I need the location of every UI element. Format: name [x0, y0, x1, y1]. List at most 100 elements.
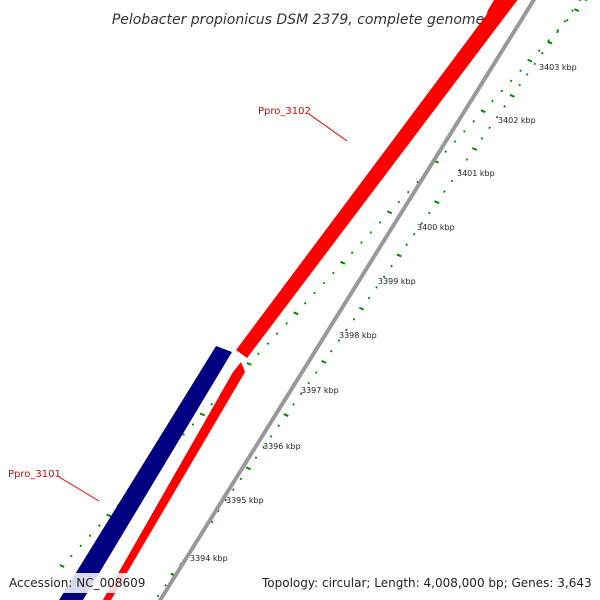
gene-label-leader-ppro-3101	[58, 476, 100, 502]
outer-minor-tick	[88, 534, 92, 537]
scale-minor-tick	[315, 371, 318, 374]
outer-major-tick	[246, 361, 252, 366]
map-title: Pelobacter propionicus DSM 2379, complet…	[112, 12, 484, 28]
scale-label: 3403 kbp	[539, 63, 577, 72]
outer-minor-tick	[304, 301, 307, 305]
scale-label-group: 3394 kbp 3395 kbp 3396 kbp 3397 kbp 3398 kbp…	[190, 63, 577, 563]
outer-minor-tick	[332, 271, 335, 275]
outer-major-tick	[293, 311, 299, 316]
scale-minor-tick	[443, 190, 446, 193]
scale-minor-tick	[465, 158, 469, 161]
scale-label: 3395 kbp	[226, 496, 264, 505]
scale-major-tick	[396, 253, 402, 258]
gene-label-leader-ppro-3102	[308, 113, 348, 142]
scale-minor-tick	[503, 105, 506, 108]
scale-minor-tick	[420, 222, 423, 225]
summary-background	[258, 573, 596, 593]
scale-minor-tick	[526, 73, 529, 76]
outer-minor-tick	[472, 120, 475, 123]
scale-minor-tick	[224, 498, 228, 502]
scale-minor-tick	[480, 137, 484, 140]
outer-minor-tick	[444, 150, 447, 153]
scale-minor-tick	[412, 232, 416, 236]
gene-ppro-3102[interactable]	[236, 0, 525, 358]
accession-text: Accession: NC_008609	[9, 576, 145, 590]
scale-minor-tick	[292, 403, 295, 406]
scale-minor-tick	[450, 179, 454, 183]
scale-label: 3394 kbp	[190, 554, 228, 563]
scale-minor-tick	[337, 339, 341, 342]
outer-minor-tick	[566, 18, 569, 22]
scale-minor-tick	[428, 211, 431, 215]
outer-minor-tick	[360, 241, 363, 244]
gene-label-ppro-3102[interactable]: Ppro_3102	[258, 106, 311, 117]
scale-minor-tick	[269, 435, 273, 438]
gene-ppro-3102-arrowhead[interactable]	[483, 0, 525, 25]
outer-minor-tick	[275, 332, 279, 335]
outer-major-tick	[106, 513, 112, 518]
outer-minor-tick	[397, 200, 401, 204]
scale-minor-tick	[382, 275, 386, 278]
outer-minor-tick	[378, 221, 382, 224]
scale-minor-tick	[495, 115, 499, 119]
scale-minor-tick	[345, 328, 348, 332]
scale-minor-tick	[533, 62, 537, 66]
scale-minor-tick	[571, 9, 574, 12]
outer-minor-tick	[519, 69, 522, 73]
outer-minor-tick	[257, 352, 260, 356]
outer-minor-tick	[463, 130, 466, 133]
outer-minor-tick	[509, 79, 513, 83]
outer-minor-tick	[182, 433, 185, 436]
scale-minor-tick	[277, 424, 280, 427]
genome-backbone	[157, 0, 537, 600]
outer-minor-tick	[70, 554, 73, 558]
scale-minor-tick	[239, 477, 243, 481]
scale-minor-tick	[156, 594, 160, 598]
scale-minor-tick	[254, 456, 258, 459]
scale-tick-ring	[156, 0, 581, 598]
outer-minor-tick	[500, 89, 504, 93]
scale-minor-tick	[375, 286, 378, 289]
scale-minor-tick	[262, 445, 265, 449]
outer-major-tick	[199, 412, 205, 417]
summary-text: Topology: circular; Length: 4,008,000 bp…	[261, 576, 592, 590]
scale-minor-tick	[458, 169, 461, 172]
scale-major-tick	[434, 200, 440, 205]
outer-minor-tick	[491, 99, 494, 103]
outer-major-tick	[340, 260, 346, 265]
scale-label: 3397 kbp	[301, 386, 339, 395]
accession-background	[6, 573, 144, 593]
outer-minor-tick	[79, 544, 82, 548]
outer-minor-tick	[350, 251, 354, 254]
scale-minor-tick	[405, 243, 408, 247]
scale-label: 3398 kbp	[339, 331, 377, 340]
outer-minor-tick	[210, 403, 213, 406]
scale-minor-tick	[563, 20, 567, 23]
outer-minor-tick	[406, 190, 410, 194]
scale-label: 3400 kbp	[417, 223, 455, 232]
scale-minor-tick	[556, 30, 559, 34]
scale-minor-tick	[299, 392, 303, 396]
outer-major-tick	[480, 109, 486, 114]
scale-major-tick	[509, 93, 515, 98]
outer-minor-tick	[453, 140, 457, 143]
gene-ppro-3101-plus[interactable]	[100, 362, 245, 600]
scale-minor-tick	[330, 349, 333, 353]
outer-minor-tick	[537, 49, 541, 52]
outer-minor-tick	[369, 231, 373, 234]
outer-major-tick	[574, 8, 580, 13]
gene-label-ppro-3101[interactable]: Ppro_3101	[8, 469, 61, 480]
outer-minor-tick	[547, 39, 550, 42]
outer-minor-tick	[313, 291, 316, 295]
scale-label: 3401 kbp	[457, 169, 495, 178]
outer-minor-tick	[556, 29, 560, 32]
scale-major-tick	[245, 466, 252, 471]
scale-major-tick	[358, 306, 365, 311]
scale-minor-tick	[390, 264, 393, 268]
scale-label: 3396 kbp	[263, 442, 301, 451]
gene-ppro-3101[interactable]	[56, 346, 232, 600]
scale-major-tick	[321, 359, 327, 364]
scale-minor-tick	[307, 381, 310, 385]
outer-minor-tick	[322, 281, 326, 285]
